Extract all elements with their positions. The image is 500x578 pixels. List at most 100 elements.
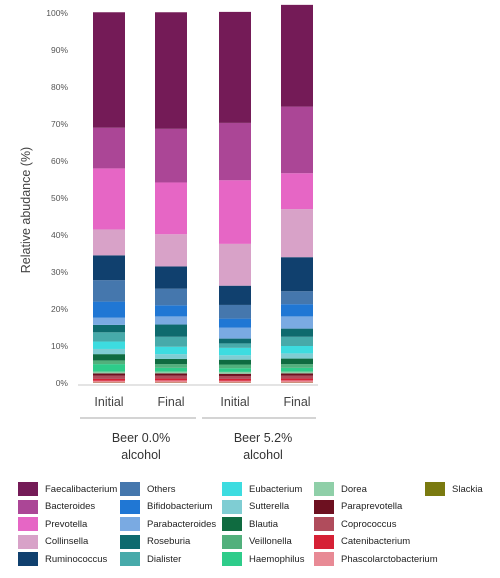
legend-swatch [120, 534, 140, 549]
bar-segment [281, 353, 313, 359]
legend-label: Faecalibacterium [45, 483, 118, 495]
bar-segment [219, 304, 251, 319]
legend-swatch [314, 534, 334, 549]
legend-label: Sutterella [249, 501, 290, 512]
legend-swatch [314, 552, 334, 566]
legend-item: Roseburia [120, 534, 191, 549]
legend-label: Slackia [452, 483, 483, 495]
bar-segment [219, 368, 251, 372]
bar-segment [281, 364, 313, 368]
bar-segment [219, 122, 251, 181]
legend-item: Blautia [222, 517, 278, 531]
bar-segment [281, 106, 313, 174]
bar-segment [93, 348, 125, 355]
legend-label: Veillonella [249, 536, 292, 547]
bar-segment [219, 327, 251, 339]
bar-segment [219, 380, 251, 383]
bar-segment [155, 364, 187, 368]
legend-label: Blautia [249, 518, 279, 530]
legend-label: Haemophilus [249, 553, 305, 565]
x-category-label: Final [157, 395, 184, 409]
legend-label: Bacteroides [45, 501, 96, 512]
legend-item: Haemophilus [222, 552, 304, 566]
bar-segment [281, 375, 313, 379]
legend-swatch [120, 482, 140, 496]
legend-swatch [120, 499, 140, 514]
bar-segment [155, 380, 187, 383]
bar-segment [281, 173, 313, 210]
bar-segment [93, 255, 125, 281]
legend-swatch [18, 552, 38, 566]
bar-segment [155, 128, 187, 183]
bar-segment [281, 328, 313, 337]
legend-item: Parabacteroides [120, 517, 216, 531]
legend-label: Prevotella [45, 518, 88, 530]
bar-segment [281, 304, 313, 317]
bar-segment [93, 301, 125, 318]
bar-segment [93, 360, 125, 365]
bars [93, 4, 313, 383]
bar-segment [281, 367, 313, 372]
legend-label: Others [147, 483, 176, 495]
legend-swatch [222, 534, 242, 549]
group-label-2-line1: Beer 5.2% [234, 431, 292, 445]
bar-segment [93, 341, 125, 349]
bar-segment [155, 346, 187, 355]
x-category-label: Initial [94, 395, 123, 409]
bar-segment [219, 347, 251, 356]
bar-segment [281, 380, 313, 383]
bar-segment [281, 316, 313, 329]
legend-label: Coprococcus [341, 518, 397, 530]
bar-segment [281, 291, 313, 305]
legend-item: Slackia [425, 482, 483, 496]
legend-swatch [314, 517, 334, 531]
bar-segment [219, 371, 251, 374]
x-category-label: Initial [220, 395, 249, 409]
bar-segment [155, 358, 187, 365]
bar-segment [155, 336, 187, 347]
x-axis: Beer 0.0% alcohol Beer 5.2% alcohol Init… [78, 384, 318, 462]
bar-segment [155, 378, 187, 381]
legend-swatch [18, 517, 38, 531]
legend-label: Phascolarctobacterium [341, 553, 438, 565]
bar-segment [281, 346, 313, 354]
bar-segment [219, 318, 251, 328]
bar-segment [281, 4, 313, 107]
legend-item: Dialister [120, 552, 181, 566]
group-label-1-line2: alcohol [121, 448, 161, 462]
legend-item: Ruminococcus [18, 552, 107, 566]
bar-segment [155, 371, 187, 374]
bar-segment [281, 378, 313, 381]
legend-label: Roseburia [147, 536, 191, 547]
bar-segment [155, 373, 187, 376]
y-tick-label: 20% [51, 304, 68, 314]
y-tick-label: 90% [51, 45, 68, 55]
bar-segment [155, 367, 187, 372]
bar-segment [93, 324, 125, 333]
legend-item: Coprococcus [314, 517, 396, 531]
stacked-bar-chart: 0% 10% 20% 30% 40% 50% 60% 70% 80% 90% 100% Beer 0… [19, 4, 318, 462]
legend-label: Dorea [341, 483, 367, 495]
bar-segment [219, 364, 251, 369]
y-tick-label: 50% [51, 193, 68, 203]
legend-label: Bifidobacterium [147, 501, 213, 512]
legend-swatch [222, 482, 242, 496]
legend-label: Eubacterium [249, 483, 303, 495]
bar-segment [93, 280, 125, 302]
legend-swatch [314, 499, 334, 514]
bar-segment [219, 359, 251, 365]
bar-segment [155, 288, 187, 306]
y-tick-label: 80% [51, 82, 68, 92]
legend-label: Parabacteroides [147, 518, 217, 530]
bar-segment [93, 380, 125, 383]
bar-segment [281, 371, 313, 374]
bar-segment [281, 209, 313, 258]
bar-segment [155, 234, 187, 267]
legend-label: Catenibacterium [341, 536, 411, 547]
legend-swatch [222, 499, 242, 514]
y-axis-title: Relative abudance (%) [19, 147, 33, 273]
legend-item: Eubacterium [222, 482, 302, 496]
legend-item: Collinsella [18, 534, 89, 549]
legend-label: Collinsella [45, 536, 89, 547]
bar-segment [155, 305, 187, 317]
